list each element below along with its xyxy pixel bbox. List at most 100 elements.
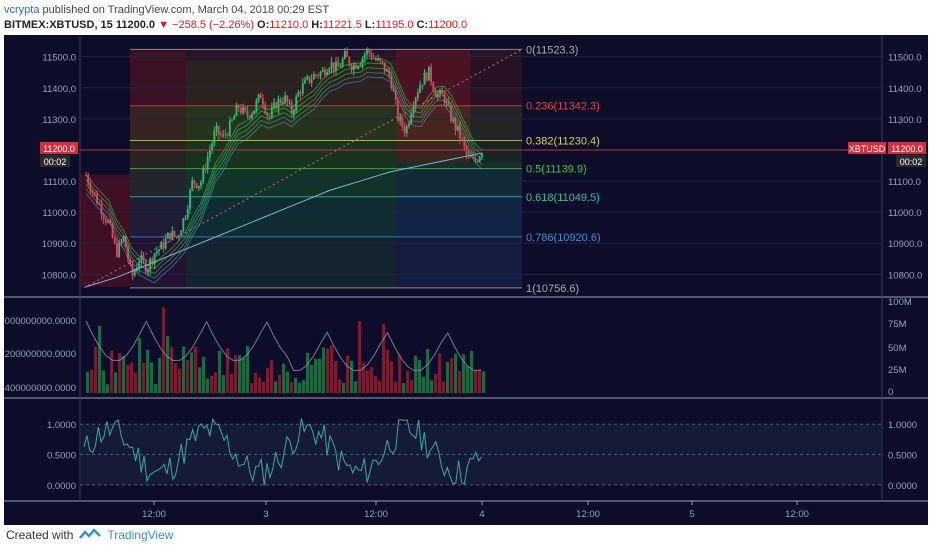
candle-body [381,60,384,63]
candle-body [105,218,107,223]
candle-body [239,108,242,113]
price-tick-right: 10900.0 [888,239,922,250]
fib-level-label: 0(11523.3) [526,44,578,56]
candle-body [160,242,163,250]
candle-body [244,107,247,111]
fib-zone [396,162,522,289]
volume-bar [90,369,93,393]
volume-bar [458,370,461,393]
candle-body [317,75,320,77]
candle-body [129,259,132,265]
candle-body [277,98,280,109]
candle-body [354,64,357,69]
candle-body [474,157,477,162]
candle-body [436,93,439,97]
right-time-tag [896,154,926,167]
low-value: 11195.0 [375,19,414,31]
candle-body [401,116,404,127]
candle-body [233,116,236,120]
candle-body [217,126,220,135]
volume-bar [350,360,353,393]
candle-body [257,94,260,101]
candle-body [476,161,479,163]
volume-bar [478,369,481,393]
candle-body [131,264,134,276]
candle-body [390,75,393,89]
candle-body [328,68,331,73]
candle-body [180,230,183,237]
candle-body [147,269,149,273]
candle-body [164,238,167,249]
price-tick-left: 11300.0 [42,115,76,126]
volume-bar [278,374,281,393]
candle-body [348,57,351,66]
candle-body [100,204,103,216]
volume-bar [474,370,477,393]
volume-bar [178,368,181,393]
volume-bar [290,381,293,393]
candle-body [467,154,470,156]
volume-bar [470,350,473,393]
volume-bar [434,373,437,393]
volume-bar [166,335,169,393]
volume-tick-right: 75M [888,319,907,330]
price-tick-left: 11500.0 [42,53,76,64]
candle-body [472,157,475,159]
fib-band [130,49,522,106]
volume-bar [170,346,173,393]
candle-body [430,66,433,83]
candle-body [326,72,329,75]
candle-body [87,174,90,184]
volume-bar [114,372,117,393]
volume-bar [94,346,97,393]
author-link[interactable]: vcrypta [4,4,40,16]
low-label: L: [364,19,376,31]
volume-bar [234,355,237,393]
candle-body [363,54,366,58]
fib-level-label: 0.786(10920.6) [526,232,601,244]
candle-body [262,98,264,105]
osc-tick-left: 1.0000 [47,420,76,431]
candle-body [133,270,136,276]
fib-trend-line [83,48,523,289]
candle-body [175,235,178,237]
symbol-tag-text: XBTUSD [849,144,886,154]
candle-body [178,236,180,238]
volume-bar [378,380,381,393]
candle-body [286,95,289,103]
candle-body [383,62,386,72]
fib-level-label: 0.618(11049.5) [526,192,600,204]
candle-body [118,242,121,257]
volume-bar [186,359,189,393]
volume-bar [386,349,389,393]
time-tick-label: 12:00 [142,509,166,520]
volume-bar [466,366,469,393]
candle-body [242,107,244,113]
volume-bar [414,355,417,393]
chart-area[interactable]: 0(11523.3) 0.236(11342.3) 0.382(11230.4) 0.… [0,35,928,525]
candle-body [155,251,158,254]
candle-body [352,64,355,71]
candle-body [421,84,424,86]
candle-body [195,183,198,188]
candle-body [343,51,346,59]
volume-bar [334,361,337,393]
volume-bar [266,368,269,393]
candle-body [470,154,472,158]
volume-bar [202,356,205,393]
candle-body [288,102,291,104]
osc-tick-right: 0.5000 [888,451,917,462]
candle-body [399,116,402,121]
volume-bar [250,383,253,393]
volume-bar [310,364,313,393]
tradingview-brand-link[interactable]: TradingView [107,528,174,542]
fib-zone [80,174,130,287]
candle-body [93,192,96,195]
volume-bar [286,371,289,393]
symbol-label: BITMEX:XBTUSD, 15 [4,19,113,31]
candle-body [275,102,278,109]
price-tick-left: 11000.0 [42,208,76,219]
candle-body [107,220,110,223]
candle-body [425,72,428,81]
